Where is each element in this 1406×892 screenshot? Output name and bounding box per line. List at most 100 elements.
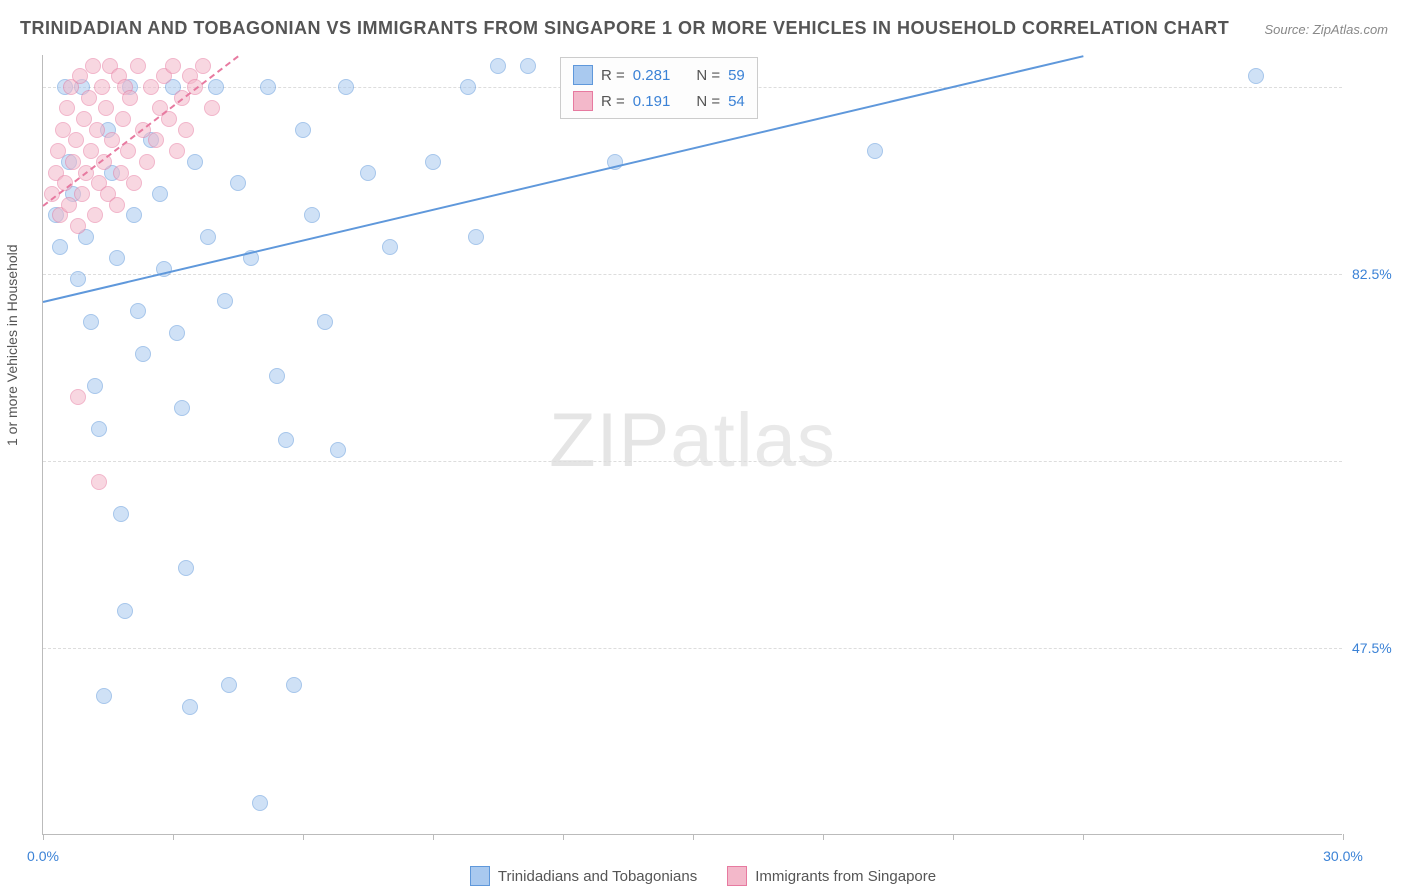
data-point [165, 58, 181, 74]
watermark-thin: atlas [670, 398, 836, 483]
data-point [867, 143, 883, 159]
data-point [286, 677, 302, 693]
data-point [130, 58, 146, 74]
data-point [109, 250, 125, 266]
data-point [70, 389, 86, 405]
chart-title: TRINIDADIAN AND TOBAGONIAN VS IMMIGRANTS… [20, 18, 1229, 39]
x-tick [433, 834, 434, 840]
x-tick [1343, 834, 1344, 840]
data-point [178, 560, 194, 576]
data-point [143, 79, 159, 95]
data-point [490, 58, 506, 74]
data-point [148, 132, 164, 148]
legend-row: R =0.191N =54 [561, 88, 757, 114]
data-point [425, 154, 441, 170]
data-point [169, 325, 185, 341]
legend-item: Immigrants from Singapore [727, 866, 936, 886]
gridline-horizontal [43, 274, 1342, 275]
data-point [50, 143, 66, 159]
data-point [360, 165, 376, 181]
data-point [304, 207, 320, 223]
data-point [178, 122, 194, 138]
data-point [230, 175, 246, 191]
gridline-horizontal [43, 648, 1342, 649]
data-point [269, 368, 285, 384]
legend-label: Trinidadians and Tobagonians [498, 868, 697, 885]
data-point [200, 229, 216, 245]
data-point [72, 68, 88, 84]
data-point [70, 218, 86, 234]
data-point [98, 100, 114, 116]
r-value: 0.281 [633, 67, 671, 84]
r-label: R = [601, 67, 625, 84]
data-point [278, 432, 294, 448]
data-point [83, 314, 99, 330]
data-point [74, 186, 90, 202]
legend-row: R =0.281N =59 [561, 62, 757, 88]
x-tick [953, 834, 954, 840]
data-point [122, 90, 138, 106]
data-point [91, 474, 107, 490]
y-axis-title: 1 or more Vehicles in Household [4, 244, 20, 446]
data-point [61, 197, 77, 213]
data-point [139, 154, 155, 170]
legend-swatch [470, 866, 490, 886]
data-point [330, 442, 346, 458]
scatter-chart: ZIPatlas 47.5%82.5%0.0%30.0% [42, 55, 1342, 835]
data-point [295, 122, 311, 138]
gridline-horizontal [43, 461, 1342, 462]
data-point [113, 506, 129, 522]
data-point [52, 239, 68, 255]
legend-swatch [727, 866, 747, 886]
data-point [68, 132, 84, 148]
y-tick-label: 47.5% [1352, 640, 1406, 656]
n-label: N = [696, 93, 720, 110]
data-point [208, 79, 224, 95]
data-point [109, 197, 125, 213]
data-point [260, 79, 276, 95]
data-point [520, 58, 536, 74]
data-point [70, 271, 86, 287]
data-point [87, 378, 103, 394]
data-point [468, 229, 484, 245]
x-tick [823, 834, 824, 840]
x-tick-label: 0.0% [27, 848, 59, 864]
data-point [204, 100, 220, 116]
legend-item: Trinidadians and Tobagonians [470, 866, 697, 886]
data-point [85, 58, 101, 74]
legend-correlation-box: R =0.281N =59R =0.191N =54 [560, 57, 758, 119]
data-point [1248, 68, 1264, 84]
data-point [91, 421, 107, 437]
r-label: R = [601, 93, 625, 110]
data-point [81, 90, 97, 106]
y-tick-label: 82.5% [1352, 266, 1406, 282]
data-point [115, 111, 131, 127]
data-point [89, 122, 105, 138]
x-tick [563, 834, 564, 840]
data-point [317, 314, 333, 330]
watermark-bold: ZIP [549, 398, 670, 483]
n-value: 54 [728, 93, 745, 110]
data-point [460, 79, 476, 95]
data-point [174, 400, 190, 416]
data-point [59, 100, 75, 116]
source-attribution: Source: ZipAtlas.com [1264, 22, 1388, 37]
data-point [382, 239, 398, 255]
data-point [221, 677, 237, 693]
data-point [117, 603, 133, 619]
x-tick [43, 834, 44, 840]
data-point [169, 143, 185, 159]
data-point [182, 699, 198, 715]
legend-label: Immigrants from Singapore [755, 868, 936, 885]
x-tick [173, 834, 174, 840]
n-value: 59 [728, 67, 745, 84]
data-point [126, 175, 142, 191]
data-point [152, 186, 168, 202]
x-tick [1083, 834, 1084, 840]
data-point [130, 303, 146, 319]
x-tick [693, 834, 694, 840]
data-point [126, 207, 142, 223]
data-point [94, 79, 110, 95]
legend-swatch [573, 65, 593, 85]
watermark: ZIPatlas [549, 397, 836, 484]
